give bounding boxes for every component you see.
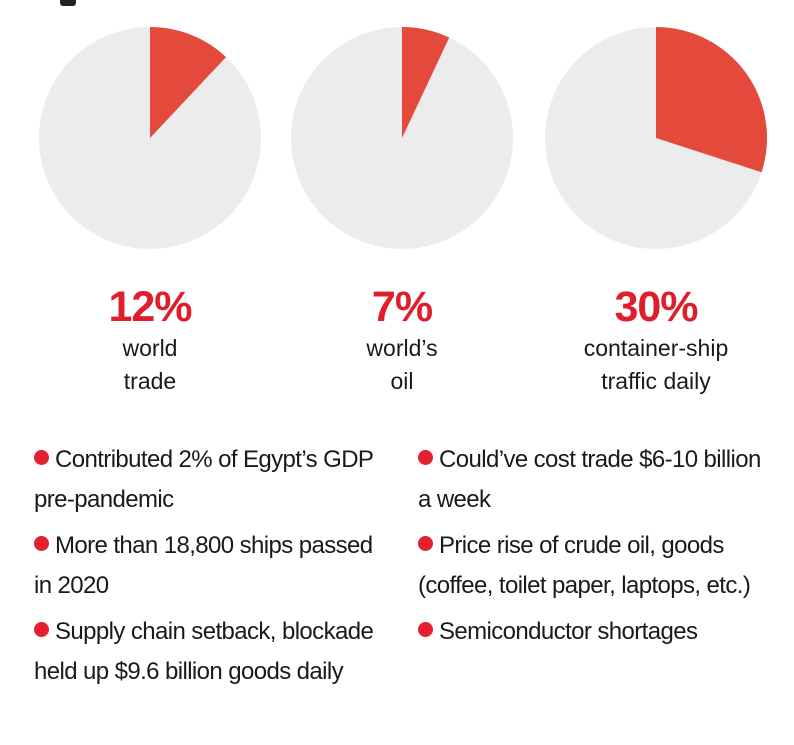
- pie-value-slice: [150, 27, 226, 138]
- pie-chart-world-oil: [290, 26, 514, 250]
- pie-chart-container-ship: [544, 26, 768, 250]
- bullet-list-right: Could’ve cost trade $6-10 billion a week…: [418, 440, 778, 658]
- stat-label-line: container-ship: [583, 335, 729, 361]
- stat-label-line: trade: [123, 368, 177, 394]
- bullet-item: Supply chain setback, blockade held up $…: [34, 618, 374, 685]
- percent-label: 12%: [108, 283, 192, 331]
- percent-label: 7%: [371, 283, 433, 331]
- top-fragment: [60, 0, 76, 6]
- percent-label: 30%: [614, 283, 698, 331]
- bullet-item: Semiconductor shortages: [418, 612, 778, 652]
- stat-world-oil: 7% world’s oil: [282, 282, 522, 398]
- bullet-item: More than 18,800 ships passed in 2020: [34, 532, 373, 599]
- bullet-dot-icon: [34, 622, 49, 637]
- stat-label-line: traffic daily: [601, 368, 711, 394]
- bullet-item: Contributed 2% of Egypt’s GDP pre-pandem…: [34, 446, 374, 513]
- stat-world-trade: 12% world trade: [30, 282, 270, 398]
- bullet-dot-icon: [418, 622, 433, 637]
- stat-container-ship: 30% container-ship traffic daily: [536, 282, 776, 398]
- pie-chart-world-trade: [38, 26, 262, 250]
- bullet-item: Price rise of crude oil, goods (coffee, …: [418, 532, 751, 599]
- stat-label-line: world’s: [366, 335, 438, 361]
- bullet-dot-icon: [418, 536, 433, 551]
- bullet-item: Could’ve cost trade $6-10 billion a week: [418, 446, 761, 513]
- stat-label-line: oil: [390, 368, 414, 394]
- bullet-dot-icon: [34, 450, 49, 465]
- stat-label-line: world: [122, 335, 178, 361]
- bullet-list-left: Contributed 2% of Egypt’s GDP pre-pandem…: [34, 440, 394, 698]
- bullet-dot-icon: [418, 450, 433, 465]
- bullet-dot-icon: [34, 536, 49, 551]
- pie-value-slice: [656, 27, 768, 173]
- pie-value-slice: [402, 27, 450, 138]
